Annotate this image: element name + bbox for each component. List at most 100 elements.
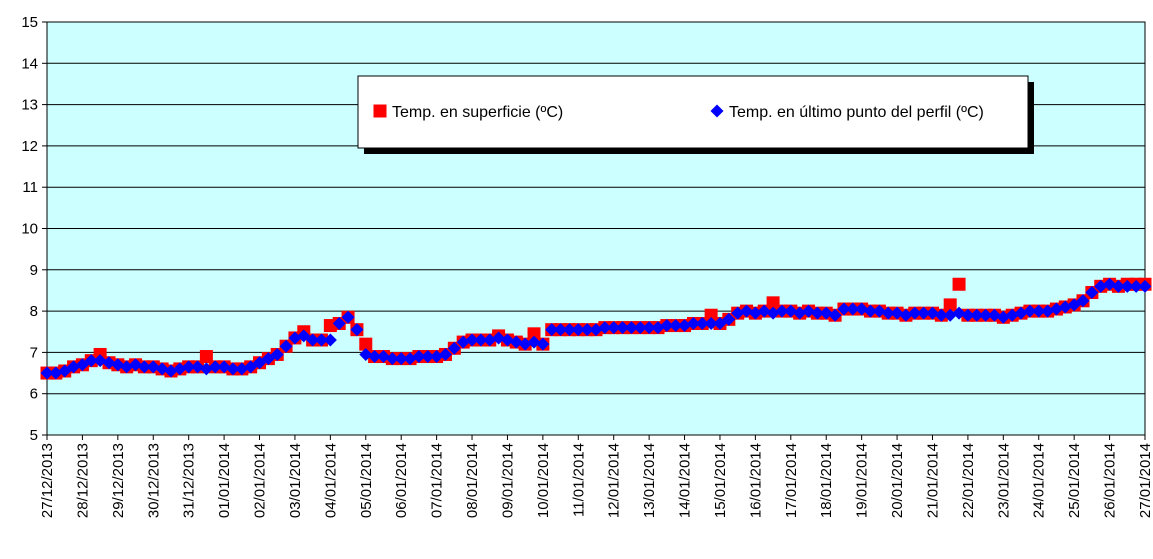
- data-point: [722, 312, 736, 326]
- data-point: [943, 308, 957, 322]
- data-point: [1085, 286, 1099, 300]
- data-point: [961, 308, 975, 322]
- data-point: [633, 321, 647, 335]
- x-tick-label: 28/12/2013: [74, 443, 91, 518]
- data-point: [359, 347, 373, 361]
- data-point: [359, 337, 373, 351]
- data-point: [323, 333, 337, 347]
- data-point: [757, 304, 771, 318]
- y-tick-label: 13: [21, 97, 38, 114]
- data-point: [589, 323, 603, 337]
- data-point: [1049, 302, 1063, 316]
- data-point: [855, 302, 869, 316]
- x-tick-label: 29/12/2013: [110, 443, 127, 518]
- data-point: [908, 306, 922, 320]
- data-point: [483, 333, 497, 347]
- data-point: [492, 331, 506, 345]
- data-point: [731, 306, 745, 320]
- y-tick-label: 7: [30, 344, 38, 361]
- x-tick-label: 12/01/2014: [606, 443, 623, 518]
- x-tick-label: 08/01/2014: [464, 443, 481, 518]
- data-point: [199, 350, 213, 364]
- data-point: [146, 360, 160, 374]
- data-point: [607, 321, 621, 335]
- y-tick-label: 8: [30, 303, 38, 320]
- data-point: [952, 277, 966, 291]
- data-point: [40, 366, 54, 380]
- data-point: [509, 335, 523, 349]
- data-point: [217, 360, 231, 374]
- data-point: [943, 298, 957, 312]
- x-tick-label: 11/01/2014: [570, 443, 587, 517]
- data-point: [235, 362, 249, 376]
- data-point: [554, 323, 568, 337]
- data-point: [872, 304, 886, 318]
- data-point: [403, 352, 417, 366]
- data-point: [536, 337, 550, 351]
- data-point: [571, 323, 585, 337]
- x-tick-label: 27/12/2013: [39, 443, 56, 518]
- data-point: [740, 304, 754, 318]
- data-point: [447, 341, 461, 355]
- x-tick-label: 23/01/2014: [995, 443, 1012, 518]
- legend: [357, 75, 1029, 149]
- x-tick-label: 01/01/2014: [216, 443, 233, 518]
- x-tick-label: 24/01/2014: [1031, 443, 1048, 518]
- data-point: [1111, 279, 1125, 293]
- data-point: [917, 306, 931, 320]
- data-point: [155, 362, 169, 376]
- data-point: [996, 310, 1010, 324]
- data-point: [430, 350, 444, 364]
- data-point: [120, 360, 134, 374]
- data-point: [616, 321, 630, 335]
- data-point: [137, 360, 151, 374]
- x-tick-label: 02/01/2014: [252, 443, 269, 518]
- data-point: [1032, 304, 1046, 318]
- x-tick-label: 31/12/2013: [181, 443, 198, 518]
- data-point: [368, 350, 382, 364]
- data-point: [598, 321, 612, 335]
- data-point: [669, 319, 683, 333]
- x-tick-label: 15/01/2014: [712, 443, 729, 518]
- data-point: [952, 306, 966, 320]
- data-point: [970, 308, 984, 322]
- data-point: [465, 333, 479, 347]
- data-point: [474, 333, 488, 347]
- data-point: [624, 321, 638, 335]
- data-point: [164, 364, 178, 378]
- x-tick-label: 18/01/2014: [818, 443, 835, 518]
- data-point: [678, 319, 692, 333]
- data-point: [84, 354, 98, 368]
- x-tick-label: 25/01/2014: [1066, 443, 1083, 518]
- y-tick-label: 5: [30, 427, 38, 444]
- data-point: [49, 366, 63, 380]
- x-tick-label: 09/01/2014: [499, 443, 516, 518]
- data-point: [864, 304, 877, 318]
- x-tick-label: 16/01/2014: [747, 443, 764, 518]
- data-point: [651, 321, 665, 335]
- data-point: [1058, 300, 1072, 314]
- x-tick-label: 13/01/2014: [641, 443, 658, 518]
- data-point: [925, 306, 939, 320]
- data-point: [748, 306, 762, 320]
- x-tick-label: 07/01/2014: [429, 443, 446, 518]
- data-point: [1103, 277, 1117, 291]
- y-tick-label: 15: [21, 14, 38, 31]
- data-point: [1014, 306, 1028, 320]
- x-tick-label: 03/01/2014: [287, 443, 304, 518]
- data-point: [350, 323, 364, 337]
- data-point: [315, 333, 328, 347]
- x-tick-label: 27/01/2014: [1137, 443, 1153, 518]
- x-tick-label: 20/01/2014: [889, 443, 906, 518]
- data-point: [810, 306, 824, 320]
- data-point: [802, 304, 816, 318]
- data-point: [332, 316, 346, 330]
- data-point: [111, 358, 125, 372]
- data-point: [1023, 304, 1037, 318]
- data-point: [385, 352, 399, 366]
- data-point: [642, 321, 656, 335]
- data-point: [979, 308, 993, 322]
- data-point: [704, 316, 718, 330]
- data-point: [819, 306, 833, 320]
